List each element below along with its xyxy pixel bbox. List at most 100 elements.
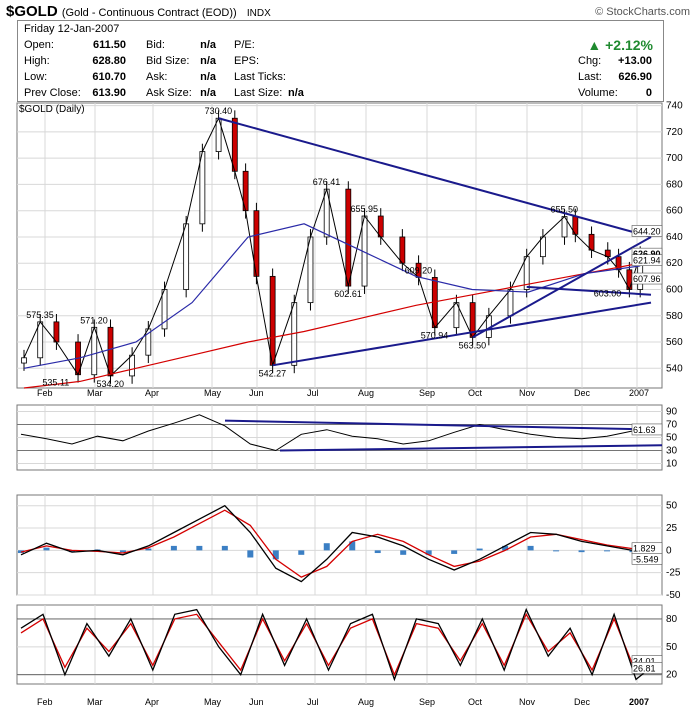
price-candle [91, 326, 98, 376]
volume-label: Volume: [578, 87, 618, 99]
ma-long-line [23, 262, 641, 389]
macd-hist-bar [578, 550, 585, 553]
y-tick-label: 20 [666, 670, 678, 681]
y-tick-label: 720 [666, 127, 683, 138]
price-line [23, 116, 641, 377]
prev-close-value: 613.90 [92, 87, 126, 99]
macd-hist-bar [349, 541, 356, 551]
y-tick-label: 50 [666, 433, 678, 444]
y-tick-label: 560 [666, 337, 683, 348]
bid-label: Bid: [146, 39, 165, 51]
macd-hist-bar [425, 550, 432, 555]
stoch-flag [631, 662, 663, 674]
price-candle [37, 321, 44, 359]
stoch-right-label: 34.01 [633, 657, 656, 667]
price-right-label: 626.90 [633, 249, 661, 259]
last-size-value: n/a [288, 87, 304, 99]
price-candle [183, 223, 190, 290]
macd-line [20, 504, 659, 583]
price-annotation: 603.00 [594, 289, 622, 299]
macd-right-label: 1.829 [633, 544, 656, 554]
macd-hist-bar [374, 550, 381, 554]
macd-signal-line [20, 509, 659, 578]
macd-hist-bar [68, 550, 75, 553]
macd-hist-bar [145, 548, 152, 551]
macd-hist-bar [400, 550, 407, 555]
prev-close-label: Prev Close: [24, 87, 81, 99]
x-tick-label-top: Mar [87, 388, 103, 398]
y-tick-label: 50 [666, 642, 678, 653]
price-right-label: 607.96 [633, 274, 661, 284]
last-value: 626.90 [618, 71, 652, 83]
macd-hist-bar [451, 550, 458, 554]
macd-hist-bar [43, 547, 50, 551]
price-candle [53, 321, 60, 343]
y-tick-label: 70 [666, 420, 678, 431]
price-annotation: 655.50 [551, 205, 579, 215]
price-right-label: 621.94 [633, 256, 661, 266]
y-tick-label: 580 [666, 311, 683, 322]
last-size-label: Last Size: [234, 87, 283, 99]
x-tick-label-top: Jun [249, 388, 264, 398]
x-tick-label-bottom: Dec [574, 697, 591, 707]
price-annotation: 609.20 [405, 265, 433, 275]
open-label: Open: [24, 39, 54, 51]
price-candle [399, 236, 406, 264]
x-tick-label-top: Feb [37, 388, 53, 398]
bid-size-label: Bid Size: [146, 55, 190, 67]
high-value: 628.80 [92, 55, 126, 67]
ma-mid-line [23, 223, 641, 369]
y-tick-label: 90 [666, 407, 678, 418]
y-tick-label: 0 [666, 545, 672, 556]
price-flag [631, 254, 663, 266]
y-tick-label: 10 [666, 459, 678, 470]
macd-hist-bar [298, 550, 305, 555]
price-candle [107, 326, 114, 377]
y-tick-label: 80 [666, 614, 678, 625]
price-panel-title: $GOLD (Daily) [19, 104, 85, 115]
y-tick-label: -25 [666, 568, 681, 579]
price-flag [631, 272, 663, 285]
macd-hist-bar [221, 545, 228, 551]
x-tick-label-bottom: Jun [249, 697, 264, 707]
macd-hist-bar [170, 545, 177, 551]
symbol: $GOLD [6, 3, 58, 20]
x-tick-label-bottom: 2007 [629, 697, 649, 707]
price-annotation: 563.50 [459, 340, 487, 350]
y-tick-label: 660 [666, 206, 683, 217]
exchange: INDX [246, 8, 271, 19]
x-tick-label-bottom: May [204, 697, 222, 707]
x-tick-label-bottom: Feb [37, 697, 53, 707]
x-tick-label-top: Aug [358, 388, 374, 398]
macd-hist-bar [323, 543, 330, 551]
y-tick-label: 25 [666, 523, 678, 534]
x-tick-label-bottom: Apr [145, 697, 159, 707]
x-tick-label-bottom: Nov [519, 697, 536, 707]
macd-flag [631, 553, 663, 565]
rsi-right-label: 61.63 [633, 425, 656, 435]
trendline-flat [526, 285, 652, 296]
chart-title: $GOLD (Gold - Continuous Contract (EOD))… [6, 3, 271, 20]
change-percent-value: +2.12% [605, 37, 653, 53]
stoch-right-label: 26.81 [633, 663, 656, 673]
macd-hist-bar [553, 550, 560, 552]
price-candle [307, 236, 314, 304]
brand-watermark: © StockCharts.com [595, 6, 690, 18]
y-tick-label: 50 [666, 501, 678, 512]
macd-hist-bar [502, 545, 509, 551]
x-tick-label-top: May [204, 388, 222, 398]
y-tick-label: 700 [666, 153, 683, 164]
price-candle [377, 215, 384, 238]
trendline-lower [272, 301, 652, 367]
x-tick-label-bottom: Mar [87, 697, 103, 707]
quote-panel: Friday 12-Jan-2007 Open: 611.50 High: 62… [17, 20, 664, 102]
y-tick-label: 600 [666, 284, 683, 295]
x-tick-label-top: 2007 [629, 388, 649, 398]
x-tick-label-top: Sep [419, 388, 435, 398]
last-label: Last: [578, 71, 602, 83]
x-tick-label-bottom: Sep [419, 697, 435, 707]
eps-label: EPS: [234, 55, 260, 67]
price-annotation: 571.20 [80, 315, 108, 325]
low-value: 610.70 [92, 71, 126, 83]
